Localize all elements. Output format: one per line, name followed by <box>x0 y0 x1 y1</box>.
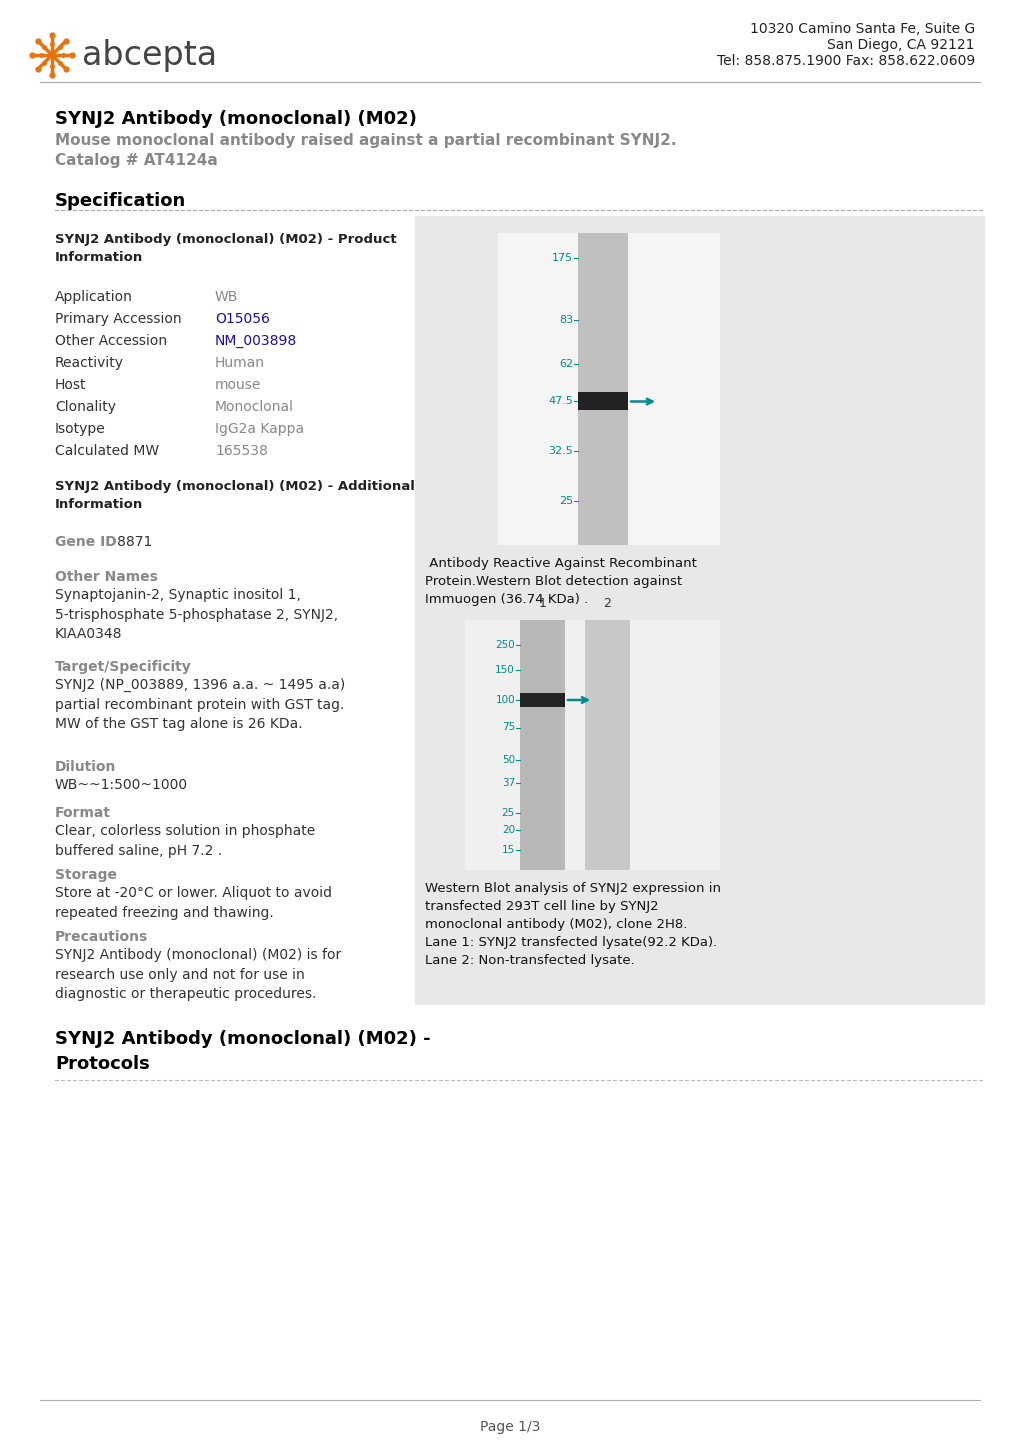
Text: Gene ID: Gene ID <box>55 535 116 549</box>
Text: 8871: 8871 <box>117 535 152 549</box>
Text: Lane 1: SYNJ2 transfected lysate(92.2 KDa).: Lane 1: SYNJ2 transfected lysate(92.2 KD… <box>425 936 716 949</box>
Text: Clear, colorless solution in phosphate
buffered saline, pH 7.2 .: Clear, colorless solution in phosphate b… <box>55 823 315 858</box>
Text: Mouse monoclonal antibody raised against a partial recombinant SYNJ2.: Mouse monoclonal antibody raised against… <box>55 133 676 149</box>
Text: 37: 37 <box>501 777 515 787</box>
Text: San Diego, CA 92121: San Diego, CA 92121 <box>826 37 974 52</box>
Text: Specification: Specification <box>55 192 186 211</box>
Text: 75: 75 <box>501 722 515 733</box>
Text: SYNJ2 Antibody (monoclonal) (M02): SYNJ2 Antibody (monoclonal) (M02) <box>55 110 417 128</box>
Text: Western Blot analysis of SYNJ2 expression in
transfected 293T cell line by SYNJ2: Western Blot analysis of SYNJ2 expressio… <box>425 883 720 932</box>
Text: Host: Host <box>55 378 87 392</box>
Text: Storage: Storage <box>55 868 117 883</box>
Text: Other Accession: Other Accession <box>55 335 167 348</box>
Text: Page 1/3: Page 1/3 <box>479 1420 540 1433</box>
Text: SYNJ2 Antibody (monoclonal) (M02) - Additional
Information: SYNJ2 Antibody (monoclonal) (M02) - Addi… <box>55 480 415 510</box>
Text: 25: 25 <box>501 808 515 818</box>
Text: Human: Human <box>215 356 265 371</box>
Text: SYNJ2 Antibody (monoclonal) (M02) -
Protocols: SYNJ2 Antibody (monoclonal) (M02) - Prot… <box>55 1030 430 1073</box>
Text: Precautions: Precautions <box>55 930 148 945</box>
Text: Reactivity: Reactivity <box>55 356 124 371</box>
Text: Clonality: Clonality <box>55 399 116 414</box>
Text: 50: 50 <box>501 756 515 766</box>
Text: Format: Format <box>55 806 111 820</box>
Text: 150: 150 <box>495 665 515 675</box>
Text: Store at -20°C or lower. Aliquot to avoid
repeated freezing and thawing.: Store at -20°C or lower. Aliquot to avoi… <box>55 885 331 920</box>
Text: 32.5: 32.5 <box>548 447 573 457</box>
Text: Primary Accession: Primary Accession <box>55 311 181 326</box>
Text: 165538: 165538 <box>215 444 268 459</box>
Text: SYNJ2 Antibody (monoclonal) (M02) is for
research use only and not for use in
di: SYNJ2 Antibody (monoclonal) (M02) is for… <box>55 947 341 1001</box>
Text: 100: 100 <box>495 695 515 705</box>
Text: 10320 Camino Santa Fe, Suite G: 10320 Camino Santa Fe, Suite G <box>749 22 974 36</box>
Text: 20: 20 <box>501 825 515 835</box>
Text: Application: Application <box>55 290 132 304</box>
Bar <box>578 234 628 545</box>
Text: 83: 83 <box>558 316 573 326</box>
Text: Isotype: Isotype <box>55 423 106 435</box>
Bar <box>497 234 719 545</box>
Text: Monoclonal: Monoclonal <box>215 399 293 414</box>
Text: 62: 62 <box>558 359 573 369</box>
Text: SYNJ2 Antibody (monoclonal) (M02) - Product
Information: SYNJ2 Antibody (monoclonal) (M02) - Prod… <box>55 234 396 264</box>
Text: abcepta: abcepta <box>82 39 217 72</box>
Bar <box>520 620 565 870</box>
Bar <box>520 694 565 707</box>
Text: 47.5: 47.5 <box>547 397 573 407</box>
Text: Target/Specificity: Target/Specificity <box>55 660 192 673</box>
Text: 15: 15 <box>501 845 515 855</box>
Bar <box>585 620 630 870</box>
Text: NM_003898: NM_003898 <box>215 335 297 348</box>
Text: Dilution: Dilution <box>55 760 116 774</box>
Text: WB~~1:500~1000: WB~~1:500~1000 <box>55 779 187 792</box>
Text: Other Names: Other Names <box>55 570 158 584</box>
Text: 250: 250 <box>495 640 515 650</box>
Text: Calculated MW: Calculated MW <box>55 444 159 459</box>
Bar <box>415 216 984 1005</box>
Text: SYNJ2 (NP_003889, 1396 a.a. ~ 1495 a.a)
partial recombinant protein with GST tag: SYNJ2 (NP_003889, 1396 a.a. ~ 1495 a.a) … <box>55 678 344 731</box>
Text: 2: 2 <box>603 597 610 610</box>
Text: Catalog # AT4124a: Catalog # AT4124a <box>55 153 217 169</box>
Text: 25: 25 <box>558 496 573 506</box>
Bar <box>465 620 719 870</box>
Text: 175: 175 <box>551 252 573 262</box>
Text: Tel: 858.875.1900 Fax: 858.622.0609: Tel: 858.875.1900 Fax: 858.622.0609 <box>716 53 974 68</box>
Text: mouse: mouse <box>215 378 261 392</box>
Text: IgG2a Kappa: IgG2a Kappa <box>215 423 304 435</box>
Text: 1: 1 <box>538 597 546 610</box>
Text: Synaptojanin-2, Synaptic inositol 1,
5-trisphosphate 5-phosphatase 2, SYNJ2,
KIA: Synaptojanin-2, Synaptic inositol 1, 5-t… <box>55 588 337 642</box>
Text: O15056: O15056 <box>215 311 270 326</box>
Text: Antibody Reactive Against Recombinant
Protein.Western Blot detection against
Imm: Antibody Reactive Against Recombinant Pr… <box>425 557 696 606</box>
Bar <box>578 392 628 411</box>
Text: Lane 2: Non-transfected lysate.: Lane 2: Non-transfected lysate. <box>425 955 634 968</box>
Text: WB: WB <box>215 290 238 304</box>
